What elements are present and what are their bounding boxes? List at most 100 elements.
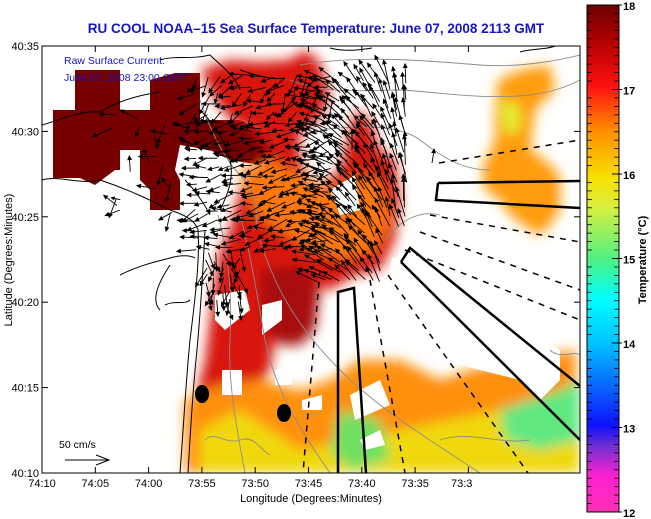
current-vector (238, 233, 253, 239)
current-vector (259, 139, 273, 145)
x-tick-label: 73:55 (188, 478, 216, 490)
current-vector (236, 274, 249, 294)
current-vector (245, 203, 265, 215)
current-vector (354, 146, 376, 173)
current-vector (224, 140, 244, 147)
current-vector (390, 106, 397, 126)
current-vector (373, 139, 383, 162)
current-vector (261, 185, 285, 191)
current-vector (343, 232, 358, 252)
plot-area: Raw Surface Current: June 07, 2008 23:00… (42, 46, 580, 473)
transect-box-south (336, 286, 368, 473)
current-vector (302, 104, 333, 119)
current-vector (237, 149, 252, 158)
current-vector (322, 271, 340, 282)
x-tick-label: 73:45 (295, 478, 323, 490)
transect-box-southeast (399, 246, 580, 441)
current-vector (346, 245, 366, 272)
current-vector (217, 276, 225, 296)
y-tick-label: 40:25 (11, 212, 39, 224)
current-vector (239, 246, 251, 252)
current-vector (262, 120, 285, 126)
current-vector (260, 76, 275, 83)
current-vector (401, 176, 407, 208)
x-tick-label: 73:40 (348, 478, 376, 490)
current-vector (313, 84, 328, 90)
current-vector (260, 153, 276, 159)
x-axis: 74:10 74:05 74:00 73:55 73:50 73:45 73:40 73:35… (28, 46, 472, 490)
colorbar-title: Temperature (°C) (637, 215, 649, 304)
current-vector (336, 159, 348, 173)
x-tick-label: 73:35 (401, 478, 429, 490)
current-vector (349, 128, 355, 150)
current-vector (321, 114, 340, 128)
current-vector (193, 117, 199, 130)
current-vector (344, 191, 356, 207)
current-vector (259, 215, 278, 222)
current-vector (357, 229, 375, 254)
current-vector (263, 156, 286, 165)
current-vector (375, 164, 389, 190)
current-vector (217, 94, 231, 100)
current-vector (290, 182, 306, 188)
current-vector (312, 75, 334, 90)
current-vector (205, 173, 223, 183)
current-vector (303, 163, 332, 175)
current-vector (262, 173, 275, 179)
current-vector (365, 266, 374, 281)
current-vector (110, 196, 121, 201)
current-vector (303, 268, 332, 280)
current-vector (228, 85, 252, 91)
current-vector (209, 227, 231, 232)
current-vector (241, 193, 264, 200)
y-axis-label: Latitude (Degrees:Minutes) (3, 194, 15, 327)
current-vector (240, 201, 253, 207)
current-vector (325, 79, 341, 94)
current-vector (353, 115, 368, 128)
current-vector (195, 267, 208, 288)
sst-region-green-patch-2 (500, 380, 580, 450)
scale-arrow-label: 50 cm/s (59, 439, 96, 451)
current-vector (360, 201, 372, 218)
current-vector (232, 217, 255, 223)
current-vector (389, 142, 399, 165)
current-vector (203, 235, 218, 241)
current-vector (391, 131, 398, 155)
current-vectors (92, 54, 436, 322)
current-vector (212, 232, 233, 239)
current-vector (199, 273, 208, 287)
current-vector (322, 120, 342, 139)
current-vector (272, 112, 284, 117)
current-vector (158, 211, 173, 221)
current-vector (371, 110, 381, 128)
current-vector (341, 95, 360, 109)
current-vector (374, 197, 391, 227)
current-vector (338, 181, 357, 201)
current-vector (205, 189, 220, 195)
current-vector (319, 243, 343, 256)
current-vector (250, 110, 264, 116)
current-vector (203, 138, 218, 147)
colorbar-tick-label: 14 (623, 339, 636, 351)
current-vector (397, 207, 405, 227)
y-tick-label: 40:10 (11, 468, 39, 480)
current-vector (345, 217, 359, 235)
current-vector (315, 245, 341, 263)
current-vector (240, 186, 253, 193)
current-vector (351, 176, 366, 200)
current-vector (150, 129, 169, 135)
current-vector (229, 111, 242, 125)
current-vector (327, 140, 343, 156)
current-vector (265, 83, 276, 97)
colorbar-tick-label: 15 (623, 255, 635, 267)
current-vector (374, 54, 390, 84)
y-tick-label: 40:30 (11, 126, 39, 138)
current-vector (243, 181, 264, 186)
current-vector (194, 212, 211, 222)
current-vector (308, 265, 324, 273)
current-vector (284, 174, 306, 182)
current-vector (391, 72, 398, 100)
current-vector (340, 259, 357, 281)
current-vector (164, 213, 171, 233)
current-vector (98, 111, 116, 117)
